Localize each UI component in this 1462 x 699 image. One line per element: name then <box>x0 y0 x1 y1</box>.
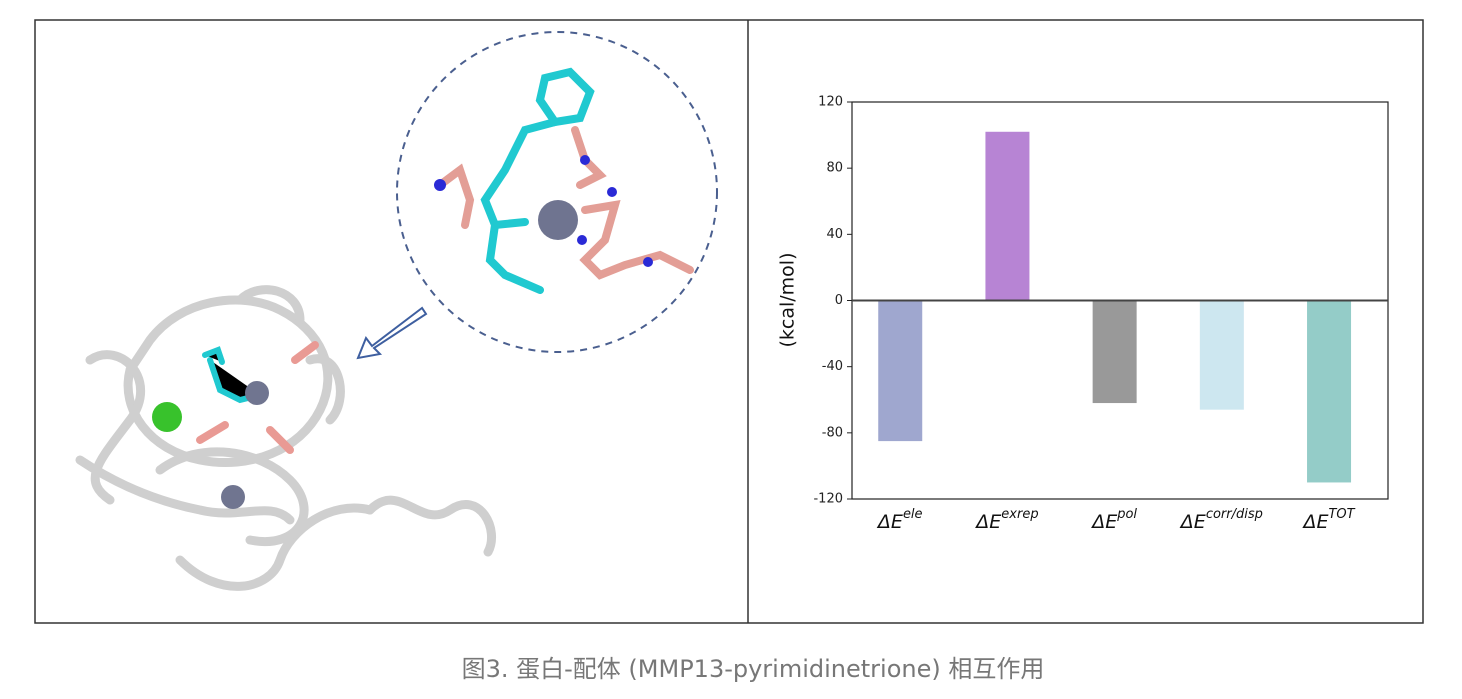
bar <box>1307 300 1352 483</box>
x-tick-label: ΔEexrep <box>974 507 1038 533</box>
label-superscript: TOT <box>1328 507 1355 522</box>
caption: 图3. 蛋白-配体 (MMP13-pyrimidinetrione) 相互作用 <box>462 655 1045 683</box>
y-tick-label: -40 <box>822 359 843 374</box>
y-tick-label: -120 <box>813 492 843 507</box>
bar <box>1199 300 1244 410</box>
label-base: ΔE <box>1179 511 1206 533</box>
y-tick-label: 80 <box>826 161 843 176</box>
bar <box>985 131 1030 301</box>
frame <box>34 19 1424 624</box>
label-base: ΔE <box>1301 511 1328 533</box>
label-base: ΔE <box>1090 511 1117 533</box>
y-tick-label: 40 <box>826 227 843 242</box>
label-superscript: corr/disp <box>1206 507 1263 522</box>
label-base: ΔE <box>876 511 903 533</box>
bar <box>878 300 923 442</box>
protein-illustration <box>75 31 718 591</box>
x-tick-label: ΔEcorr/disp <box>1179 507 1263 533</box>
y-tick-label: 0 <box>835 293 843 308</box>
y-tick-label: 120 <box>818 95 843 110</box>
x-tick-label: ΔEele <box>876 507 923 533</box>
label-base: ΔE <box>974 511 1001 533</box>
y-axis-label: (kcal/mol) <box>777 252 799 347</box>
bar <box>1092 300 1137 404</box>
x-tick-label: ΔEpol <box>1090 507 1137 533</box>
y-tick-label: -80 <box>822 425 843 440</box>
label-superscript: exrep <box>1001 507 1038 522</box>
label-superscript: ele <box>903 507 923 522</box>
label-superscript: pol <box>1116 507 1137 522</box>
x-tick-label: ΔETOT <box>1301 507 1355 533</box>
